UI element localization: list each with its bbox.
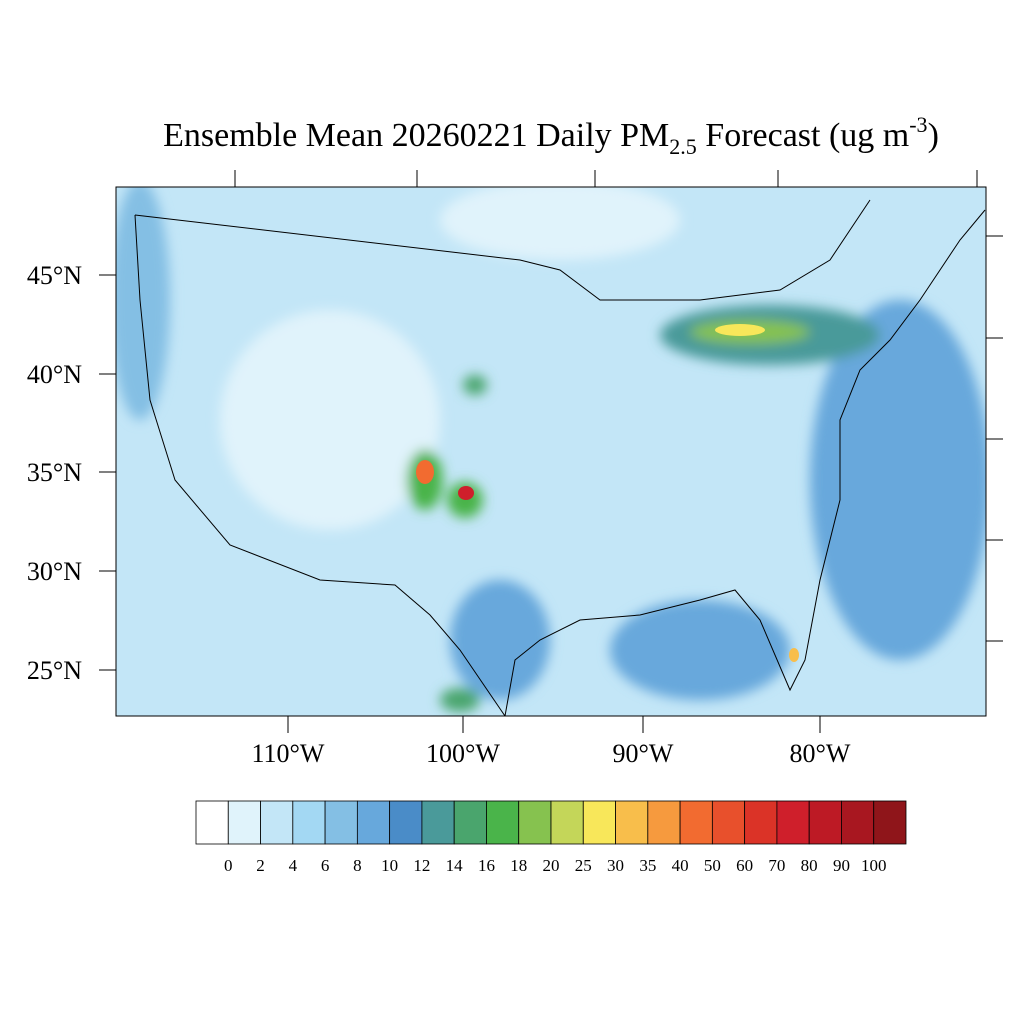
lon-label: 100°W: [426, 739, 500, 768]
colorbar-label: 60: [736, 856, 753, 875]
colorbar-label: 10: [381, 856, 398, 875]
map-frame: [115, 186, 987, 717]
lat-label: 35°N: [27, 458, 82, 487]
colorbar-box: [389, 800, 423, 845]
colorbar-label: 70: [768, 856, 785, 875]
title-rest: Forecast (ug m: [697, 117, 909, 154]
title: Ensemble Mean 20260221 Daily PM2.5 Forec…: [163, 112, 939, 159]
colorbar-box: [744, 800, 778, 845]
colorbar-label: 80: [801, 856, 818, 875]
frame-ticks: [99, 170, 1003, 733]
lat-label: 40°N: [27, 360, 82, 389]
colorbar-box: [421, 800, 455, 845]
title-sub: 2.5: [669, 134, 697, 159]
colorbar-box: [550, 800, 584, 845]
lon-label: 110°W: [252, 739, 325, 768]
lat-label: 30°N: [27, 557, 82, 586]
colorbar-box: [776, 800, 810, 845]
colorbar-box: [292, 800, 326, 845]
colorbar-box: [356, 800, 391, 845]
colorbar-label: 20: [543, 856, 560, 875]
colorbar-box: [227, 800, 261, 845]
colorbar-label: 0: [224, 856, 233, 875]
colorbar-box: [679, 800, 713, 845]
colorbar-label: 40: [672, 856, 689, 875]
colorbar-box: [647, 800, 681, 845]
colorbar-box: [453, 800, 487, 845]
title-end: ): [928, 117, 939, 154]
lat-label: 45°N: [27, 261, 82, 290]
colorbar-label: 16: [478, 856, 495, 875]
colorbar-box: [582, 800, 616, 845]
colorbar-label: 30: [607, 856, 624, 875]
map-field: [116, 187, 986, 716]
colorbar-box: [615, 800, 649, 845]
colorbar-label: 100: [861, 856, 887, 875]
colorbar-label: 18: [510, 856, 527, 875]
lat-label: 25°N: [27, 656, 82, 685]
colorbar-label: 14: [446, 856, 464, 875]
title-main: Ensemble Mean 20260221 Daily PM: [163, 117, 669, 154]
colorbar-box: [260, 800, 294, 845]
colorbar-label: 4: [289, 856, 298, 875]
colorbar-box: [841, 800, 875, 845]
colorbar-box: [873, 800, 907, 845]
colorbar-label: 12: [413, 856, 430, 875]
colorbar-label: 6: [321, 856, 330, 875]
colorbar-label: 8: [353, 856, 362, 875]
colorbar-label: 50: [704, 856, 721, 875]
colorbar-box: [486, 800, 520, 845]
colorbar-label: 90: [833, 856, 850, 875]
colorbar-box: [195, 800, 229, 845]
lon-label: 80°W: [790, 739, 851, 768]
lon-label: 90°W: [613, 739, 674, 768]
title-sup: -3: [909, 112, 927, 137]
colorbar-label: 25: [575, 856, 592, 875]
colorbar-box: [711, 800, 746, 845]
colorbar-box: [808, 800, 842, 845]
colorbar-label: 2: [256, 856, 265, 875]
colorbar-box: [518, 800, 552, 845]
colorbar-label: 35: [639, 856, 656, 875]
colorbar-box: [324, 800, 358, 845]
